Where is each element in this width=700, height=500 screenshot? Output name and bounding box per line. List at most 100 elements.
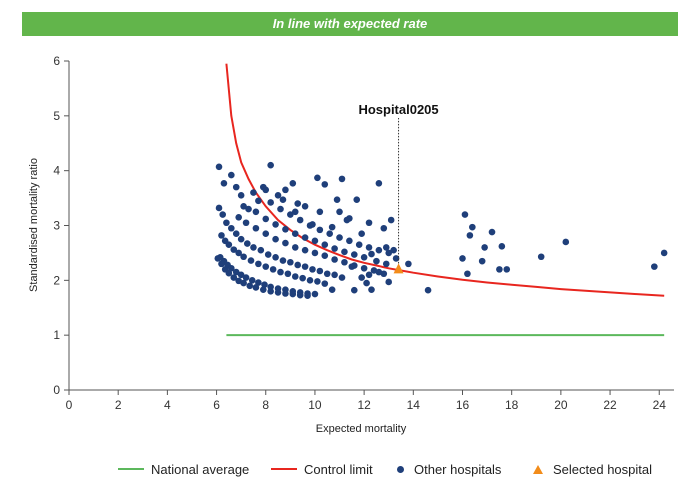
y-tick-label: 2 [53, 273, 60, 287]
hospital-point [314, 174, 321, 182]
hospital-point [316, 267, 324, 275]
y-tick-label: 6 [53, 54, 60, 68]
hospital-point [225, 269, 233, 277]
legend-label: Selected hospital [553, 461, 653, 477]
hospital-point [341, 258, 348, 266]
hospital-point [311, 249, 319, 257]
hospital-point [279, 257, 287, 264]
hospital-point [309, 221, 316, 228]
hospital-point [316, 208, 324, 216]
hospital-point [223, 219, 230, 227]
hospital-point [328, 223, 336, 231]
hospital-point [424, 286, 432, 294]
x-tick-label: 10 [308, 398, 322, 412]
x-tick-label: 22 [603, 398, 617, 412]
legend-dot-icon [397, 465, 404, 473]
hospital-point [537, 253, 545, 261]
hospital-point [469, 223, 476, 231]
x-tick-label: 20 [554, 398, 568, 412]
hospital-point [262, 215, 270, 223]
hospital-point [360, 254, 368, 261]
hospital-point [235, 249, 242, 257]
hospital-point [365, 271, 373, 279]
hospital-point [264, 251, 272, 258]
hospital-point [218, 232, 225, 239]
hospital-point [368, 286, 375, 293]
hospital-point [237, 192, 245, 199]
hospital-point [289, 290, 297, 298]
hospital-point [291, 208, 299, 216]
hospital-point [294, 261, 302, 269]
x-tick-label: 24 [653, 398, 667, 412]
hospital-point [262, 263, 270, 270]
hospital-point [274, 192, 282, 199]
hospital-point [385, 278, 393, 286]
y-tick-label: 3 [53, 219, 60, 233]
legend-item-national-average: National average [118, 460, 249, 478]
hospital-point [331, 256, 338, 263]
y-tick-label: 4 [53, 164, 60, 178]
hospital-point [481, 244, 488, 251]
hospital-point [230, 246, 238, 253]
hospital-point [385, 249, 393, 257]
hospital-point [214, 255, 222, 262]
hospital-point [291, 230, 299, 238]
hospital-point [240, 279, 247, 287]
hospital-point [296, 216, 304, 224]
hospital-point [350, 286, 358, 294]
hospital-point [358, 274, 365, 281]
control-limit-curve [225, 63, 665, 297]
x-tick-label: 4 [164, 398, 171, 412]
hospital-point [232, 230, 240, 238]
hospital-point [232, 183, 240, 191]
hospital-point [252, 208, 260, 216]
hospital-point [282, 239, 289, 247]
hospital-point [387, 216, 395, 224]
hospital-point [250, 189, 257, 196]
hospital-point [245, 205, 252, 213]
hospital-point [294, 200, 302, 207]
legend-item-selected-hospital: Selected hospital [527, 460, 652, 478]
hospital-point [257, 246, 265, 254]
hospital-point [350, 251, 358, 258]
hospital-point [259, 286, 267, 293]
hospital-point [291, 273, 299, 280]
hospital-point [282, 226, 289, 233]
y-tick-label: 1 [53, 328, 60, 342]
hospital-point [246, 282, 254, 290]
hospital-point [284, 270, 292, 278]
hospital-point [291, 244, 299, 251]
hospital-point [215, 163, 223, 171]
hospital-point [287, 211, 294, 218]
hospital-point [261, 281, 268, 289]
hospital-point [353, 196, 361, 204]
hospital-point [355, 241, 363, 248]
hospital-point [248, 277, 256, 284]
hospital-point [375, 268, 383, 276]
hospital-point [375, 246, 383, 254]
hospital-point [219, 211, 227, 218]
hospital-point [301, 203, 309, 210]
hospital-point [306, 277, 314, 284]
hospital-point [267, 161, 274, 169]
x-tick-label: 2 [115, 398, 122, 412]
hospital-point [375, 179, 383, 187]
hospital-point [225, 241, 233, 248]
hospital-point [262, 230, 270, 238]
selected-hospital-marker [393, 263, 404, 274]
hospital-point [311, 237, 319, 245]
legend-label: National average [151, 461, 250, 477]
hospital-point [215, 204, 223, 212]
legend-triangle-icon [533, 464, 543, 474]
hospital-point [235, 213, 242, 221]
hospital-point [392, 255, 400, 262]
hospital-point [230, 274, 238, 281]
y-tick-label: 0 [53, 383, 60, 397]
hospital-point [368, 250, 375, 258]
hospital-point [365, 244, 373, 251]
x-tick-label: 18 [505, 398, 519, 412]
x-tick-label: 14 [407, 398, 421, 412]
hospital-point [331, 271, 338, 279]
